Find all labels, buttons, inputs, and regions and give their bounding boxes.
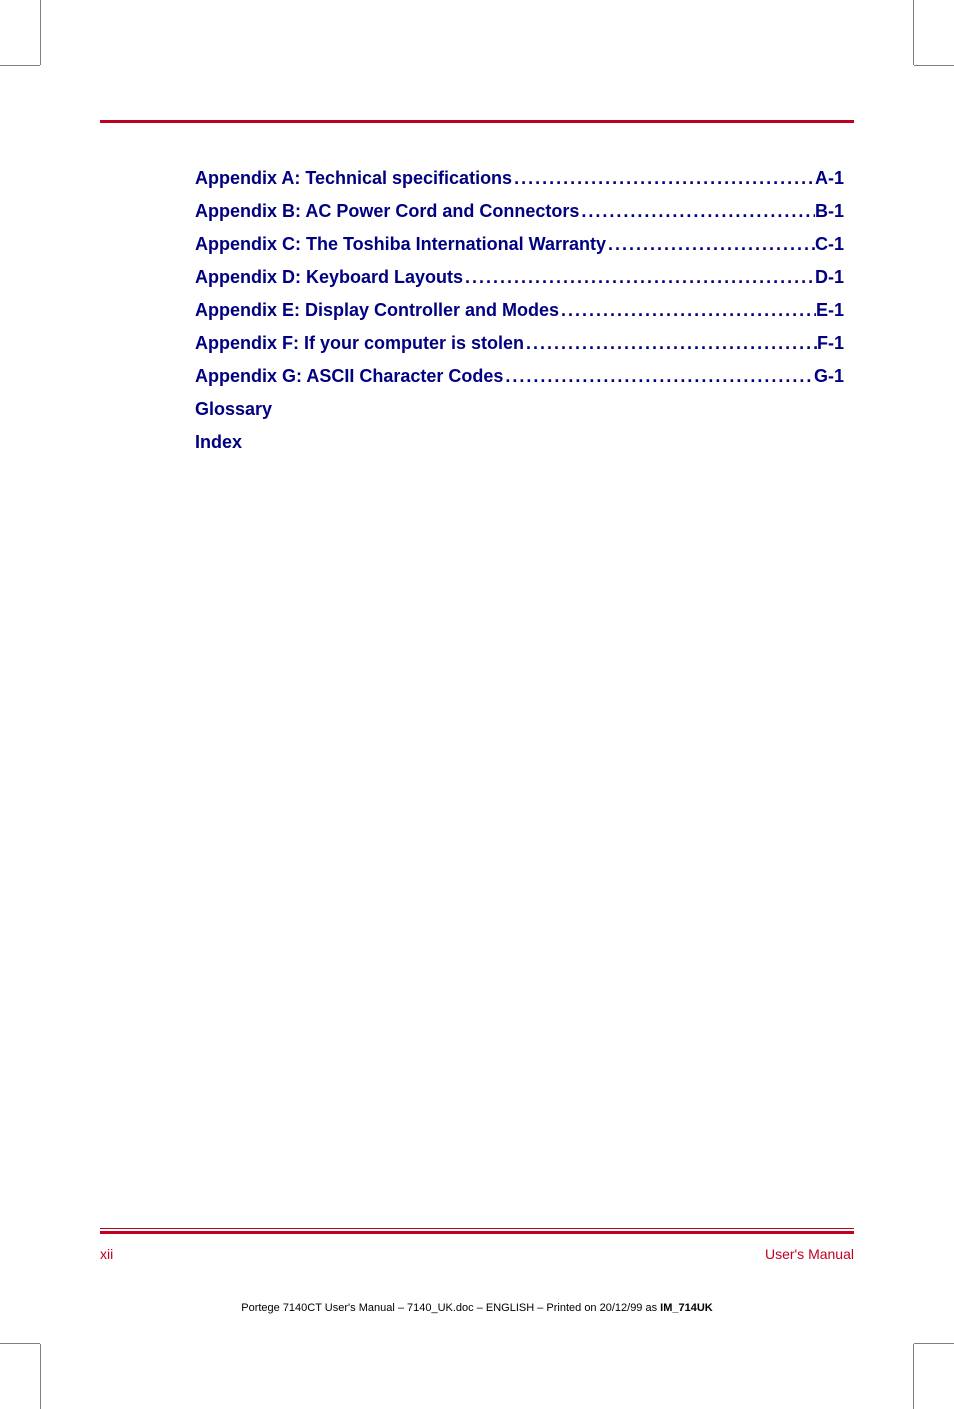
toc-title: Appendix B: AC Power Cord and Connectors (195, 201, 579, 222)
page-number: xii (100, 1246, 113, 1262)
footer-rule-thin (100, 1228, 854, 1229)
toc-leader-dots (579, 201, 815, 222)
crop-mark (913, 0, 914, 65)
footer-line: xii User's Manual (100, 1246, 854, 1262)
toc-page-number: C-1 (815, 234, 844, 255)
crop-mark (914, 1343, 954, 1344)
top-rule (100, 120, 854, 123)
toc-title: Index (195, 432, 242, 452)
crop-mark (914, 65, 954, 66)
toc-page-number: G-1 (814, 366, 844, 387)
toc-page-number: B-1 (815, 201, 844, 222)
toc-entry-glossary[interactable]: Glossary (195, 399, 844, 420)
page-content: Appendix A: Technical specifications A-1… (40, 65, 914, 1344)
crop-mark (913, 1344, 914, 1409)
toc-title: Appendix D: Keyboard Layouts (195, 267, 463, 288)
table-of-contents: Appendix A: Technical specifications A-1… (100, 168, 854, 453)
toc-leader-dots (463, 267, 815, 288)
toc-entry[interactable]: Appendix B: AC Power Cord and Connectors… (195, 201, 844, 222)
toc-entry[interactable]: Appendix G: ASCII Character Codes G-1 (195, 366, 844, 387)
toc-page-number: A-1 (815, 168, 844, 189)
docinfo-code: IM_714UK (660, 1302, 713, 1314)
document-info: Portege 7140CT User's Manual – 7140_UK.d… (100, 1302, 854, 1314)
docinfo-text: Portege 7140CT User's Manual – 7140_UK.d… (241, 1302, 660, 1314)
toc-entry-index[interactable]: Index (195, 432, 844, 453)
toc-title: Appendix F: If your computer is stolen (195, 333, 524, 354)
toc-page-number: E-1 (816, 300, 844, 321)
crop-mark (0, 1343, 40, 1344)
toc-entry[interactable]: Appendix C: The Toshiba International Wa… (195, 234, 844, 255)
toc-entry[interactable]: Appendix A: Technical specifications A-1 (195, 168, 844, 189)
toc-leader-dots (606, 234, 815, 255)
crop-mark (40, 1344, 41, 1409)
crop-mark (0, 65, 40, 66)
page-footer: xii User's Manual Portege 7140CT User's … (100, 1228, 854, 1314)
crop-mark (40, 0, 41, 65)
toc-leader-dots (559, 300, 816, 321)
toc-entry[interactable]: Appendix E: Display Controller and Modes… (195, 300, 844, 321)
toc-leader-dots (503, 366, 814, 387)
toc-page-number: F-1 (817, 333, 844, 354)
toc-title: Appendix E: Display Controller and Modes (195, 300, 559, 321)
toc-leader-dots (512, 168, 815, 189)
toc-entry[interactable]: Appendix F: If your computer is stolen F… (195, 333, 844, 354)
toc-entry[interactable]: Appendix D: Keyboard Layouts D-1 (195, 267, 844, 288)
toc-page-number: D-1 (815, 267, 844, 288)
toc-title: Appendix A: Technical specifications (195, 168, 512, 189)
toc-title: Appendix C: The Toshiba International Wa… (195, 234, 606, 255)
manual-label: User's Manual (765, 1246, 854, 1262)
toc-leader-dots (524, 333, 817, 354)
footer-rule-thick (100, 1231, 854, 1234)
toc-title: Appendix G: ASCII Character Codes (195, 366, 503, 387)
toc-title: Glossary (195, 399, 272, 419)
